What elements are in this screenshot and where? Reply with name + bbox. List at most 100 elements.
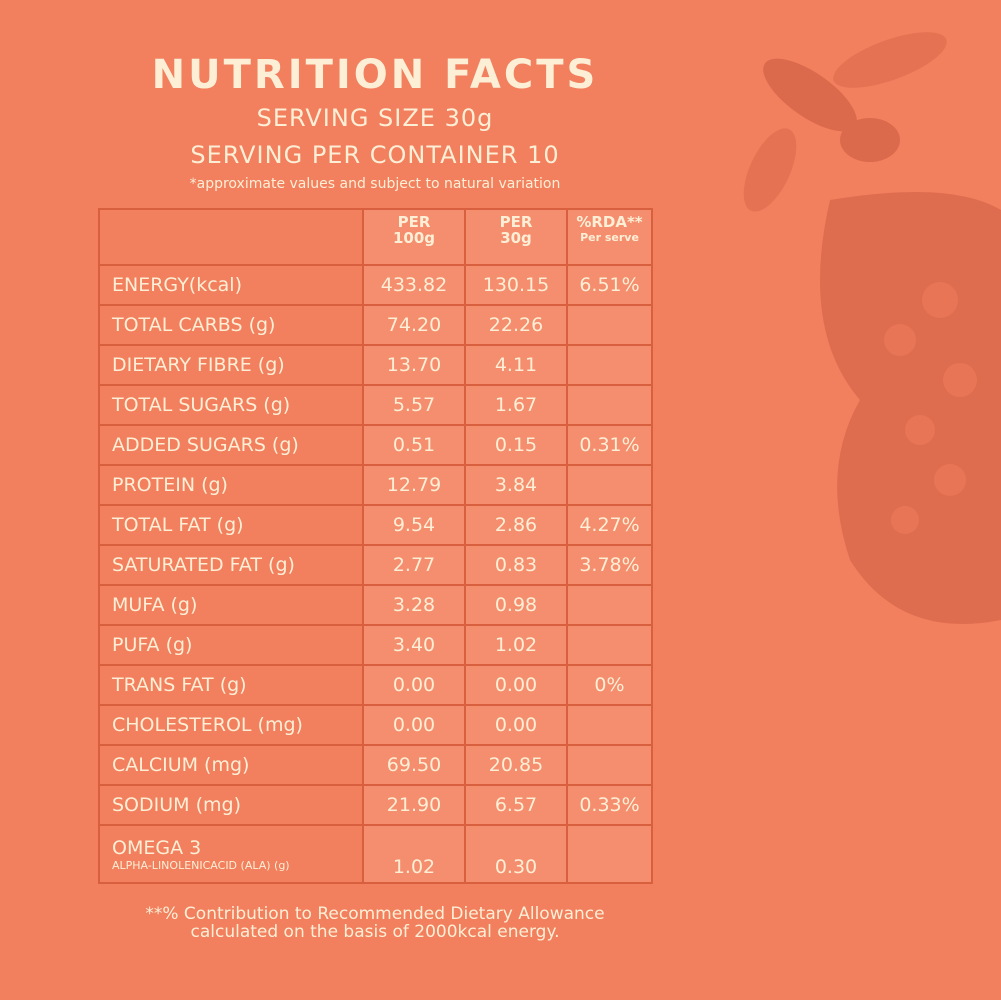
nutrient-row: DIETARY FIBRE (g) 13.70 4.11	[98, 344, 653, 386]
nutrient-label: PUFA (g)	[98, 624, 364, 666]
nutrient-label: CHOLESTEROL (mg)	[98, 704, 364, 746]
label-text: SODIUM (mg)	[112, 794, 241, 816]
value-cell: 6.51%	[566, 264, 653, 306]
value-cell	[566, 384, 653, 426]
nutrient-label: TOTAL CARBS (g)	[98, 304, 364, 346]
nutrient-label: DIETARY FIBRE (g)	[98, 344, 364, 386]
label-text: TOTAL FAT (g)	[112, 514, 244, 536]
label-text: ENERGY(kcal)	[112, 274, 243, 296]
value-cell	[566, 584, 653, 626]
label-text: OMEGA 3	[112, 836, 202, 859]
footnote-line: **% Contribution to Recommended Dietary …	[145, 904, 605, 924]
value-cell	[566, 464, 653, 506]
value-cell	[566, 304, 653, 346]
value-cell: 0.51	[362, 424, 466, 466]
label-text: SATURATED FAT (g)	[112, 554, 295, 576]
label-text: ADDED SUGARS (g)	[112, 434, 299, 456]
value-cell: 0.15	[464, 424, 568, 466]
nutrient-row: OMEGA 3 ALPHA-LINOLENICACID (ALA) (g) 1.02…	[98, 824, 653, 884]
value-cell: 12.79	[362, 464, 466, 506]
header-bottom: 30g	[500, 229, 532, 247]
header-cell: PER 30g	[464, 208, 568, 266]
nutrient-row: SATURATED FAT (g) 2.77 0.83 3.78%	[98, 544, 653, 586]
value-cell: 2.86	[464, 504, 568, 546]
value-cell: 0.33%	[566, 784, 653, 826]
label-text: PUFA (g)	[112, 634, 193, 656]
value-cell: 5.57	[362, 384, 466, 426]
nutrient-label: SATURATED FAT (g)	[98, 544, 364, 586]
value-cell: 130.15	[464, 264, 568, 306]
value-cell: 3.40	[362, 624, 466, 666]
header-cell	[98, 208, 364, 266]
value-cell: 20.85	[464, 744, 568, 786]
value-cell: 21.90	[362, 784, 466, 826]
label-text: TOTAL CARBS (g)	[112, 314, 276, 336]
nutrient-row: PROTEIN (g) 12.79 3.84	[98, 464, 653, 506]
value-cell: 0.83	[464, 544, 568, 586]
label-text: TRANS FAT (g)	[112, 674, 247, 696]
value-cell: 3.28	[362, 584, 466, 626]
value-cell: 0.00	[362, 664, 466, 706]
value-cell: 0%	[566, 664, 653, 706]
nutrient-row: ADDED SUGARS (g) 0.51 0.15 0.31%	[98, 424, 653, 466]
value-cell: 433.82	[362, 264, 466, 306]
nutrient-label: OMEGA 3 ALPHA-LINOLENICACID (ALA) (g)	[98, 824, 364, 884]
nutrient-label: TRANS FAT (g)	[98, 664, 364, 706]
value-cell: 6.57	[464, 784, 568, 826]
header-top: PER	[397, 213, 431, 231]
nutrient-row: SODIUM (mg) 21.90 6.57 0.33%	[98, 784, 653, 826]
nutrient-row: PUFA (g) 3.40 1.02	[98, 624, 653, 666]
nutrient-label: ADDED SUGARS (g)	[98, 424, 364, 466]
value-cell: 4.27%	[566, 504, 653, 546]
header-bottom: 100g	[392, 229, 436, 247]
value-cell: 1.02	[362, 824, 466, 884]
nutrient-row: ENERGY(kcal) 433.82 130.15 6.51%	[98, 264, 653, 306]
header-top: %RDA**	[576, 213, 643, 231]
nutrient-row: TOTAL SUGARS (g) 5.57 1.67	[98, 384, 653, 426]
header-cell: PER 100g	[362, 208, 466, 266]
value-cell: 1.67	[464, 384, 568, 426]
value-cell: 0.00	[362, 704, 466, 746]
footnote: **% Contribution to Recommended Dietary …	[98, 905, 652, 941]
value-cell: 9.54	[362, 504, 466, 546]
value-cell: 0.31%	[566, 424, 653, 466]
value-cell: 0.98	[464, 584, 568, 626]
value-cell: 74.20	[362, 304, 466, 346]
title: NUTRITION FACTS	[151, 52, 599, 98]
nutrient-row: TOTAL FAT (g) 9.54 2.86 4.27%	[98, 504, 653, 546]
note: *approximate values and subject to natur…	[189, 176, 561, 192]
value-cell	[566, 824, 653, 884]
value-cell	[566, 744, 653, 786]
nutrient-row: CALCIUM (mg) 69.50 20.85	[98, 744, 653, 786]
label-text: TOTAL SUGARS (g)	[112, 394, 291, 416]
sublabel-text: ALPHA-LINOLENICACID (ALA) (g)	[112, 858, 290, 872]
label-text: PROTEIN (g)	[112, 474, 228, 496]
nutrient-label: CALCIUM (mg)	[98, 744, 364, 786]
nutrient-row: MUFA (g) 3.28 0.98	[98, 584, 653, 626]
value-cell: 0.30	[464, 824, 568, 884]
value-cell: 22.26	[464, 304, 568, 346]
nutrient-label: SODIUM (mg)	[98, 784, 364, 826]
value-cell: 4.11	[464, 344, 568, 386]
nutrient-label: PROTEIN (g)	[98, 464, 364, 506]
value-cell: 2.77	[362, 544, 466, 586]
value-cell: 1.02	[464, 624, 568, 666]
label-text: CHOLESTEROL (mg)	[112, 714, 303, 736]
nutrient-label: TOTAL SUGARS (g)	[98, 384, 364, 426]
value-cell: 3.84	[464, 464, 568, 506]
value-cell: 69.50	[362, 744, 466, 786]
nutrient-row: TOTAL CARBS (g) 74.20 22.26	[98, 304, 653, 346]
nutrition-table: PER 100g PER 30g %RDA** Per serve ENERGY(kcal)…	[98, 208, 653, 884]
value-cell: 0.00	[464, 664, 568, 706]
value-cell: 13.70	[362, 344, 466, 386]
nutrient-row: TRANS FAT (g) 0.00 0.00 0%	[98, 664, 653, 706]
label-text: CALCIUM (mg)	[112, 754, 250, 776]
servings: SERVING PER CONTAINER 10	[190, 141, 560, 169]
bee-honeycomb-illustration	[743, 32, 1001, 624]
header-bottom: Per serve	[580, 231, 639, 244]
header-top: PER	[499, 213, 533, 231]
nutrient-label: ENERGY(kcal)	[98, 264, 364, 306]
value-cell	[566, 624, 653, 666]
nutrient-label: TOTAL FAT (g)	[98, 504, 364, 546]
